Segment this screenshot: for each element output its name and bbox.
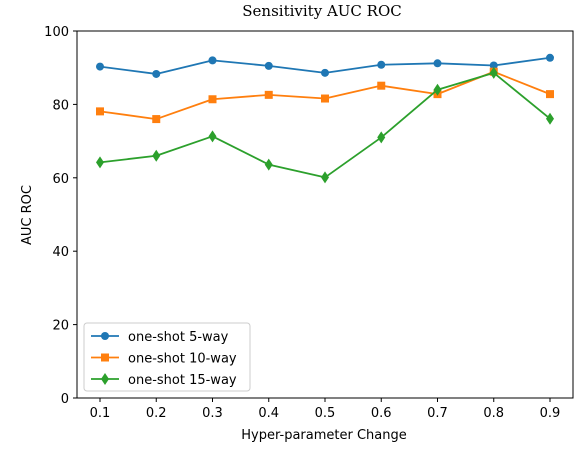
series-one-shot-15-way-point [321, 171, 329, 184]
y-axis-label: AUC ROC [20, 185, 35, 245]
x-tick-label: 0.7 [427, 406, 448, 421]
series-one-shot-15-way-point [96, 156, 104, 169]
y-tick-label: 20 [52, 319, 69, 334]
series-one-shot-5-way-point [96, 62, 104, 71]
series-one-shot-10-way-point [546, 90, 554, 99]
series-one-shot-5-way-point [264, 61, 273, 70]
x-tick-label: 0.2 [146, 406, 167, 421]
x-tick-label: 0.9 [540, 406, 561, 421]
series-one-shot-5-way-point [433, 59, 442, 68]
series-one-shot-15-way-point [489, 66, 498, 79]
y-tick-label: 0 [61, 392, 69, 407]
legend-one-shot-10-way-label: one-shot 10-way [128, 352, 237, 367]
y-tick-label: 40 [52, 245, 69, 260]
series-one-shot-15-way-line [99, 71, 551, 179]
x-tick-label: 0.3 [202, 406, 223, 421]
series-one-shot-15-way-point [208, 130, 217, 143]
x-tick-label: 0.4 [258, 406, 279, 421]
x-tick-label: 0.1 [90, 406, 111, 421]
series-one-shot-10-way-point [377, 81, 386, 90]
legend-box [83, 322, 251, 392]
legend-one-shot-5-way-point [101, 332, 109, 340]
series-one-shot-5-way-point [489, 61, 498, 70]
series-one-shot-10-way-point [152, 115, 161, 124]
series-one-shot-5-way-point [546, 53, 554, 62]
series-one-shot-10-way-point [264, 90, 273, 99]
series-one-shot-15-way-point [377, 131, 386, 144]
y-tick-label: 100 [44, 25, 69, 40]
chart-title: Sensitivity AUC ROC [242, 2, 401, 20]
legend: one-shot 5-way one-shot 10-way one-shot 15… [83, 322, 251, 392]
legend-one-shot-10-way-point [101, 353, 109, 362]
series-one-shot-15-way-point [433, 83, 442, 96]
x-tick-label: 0.8 [483, 406, 504, 421]
series-one-shot-15-way-point [152, 149, 161, 162]
legend-one-shot-15-way-label: one-shot 15-way [128, 373, 237, 388]
series-one-shot-5-way-point [152, 69, 161, 78]
series-one-shot-5-way-point [377, 60, 386, 69]
series-one-shot-15-way-point [546, 112, 554, 125]
y-tick-label: 60 [52, 172, 69, 187]
series-one-shot-10-way-point [208, 95, 217, 104]
series-one-shot-5-way-point [321, 68, 329, 77]
series-one-shot-10-way-point [321, 94, 329, 103]
x-axis-label: Hyper-parameter Change [241, 428, 406, 443]
series-one-shot-10-way-point [96, 107, 104, 116]
y-tick-label: 80 [52, 98, 69, 113]
series-one-shot-5-way-point [208, 56, 217, 65]
x-tick-label: 0.6 [371, 406, 392, 421]
legend-one-shot-15-way-point [101, 373, 109, 385]
legend-one-shot-5-way-label: one-shot 5-way [128, 330, 229, 345]
plot-area: 0.1 0.2 0.3 0.4 0.5 0.6 0.7 0.8 0.9 0 20 40 60 80 100 [44, 25, 574, 421]
x-tick-label: 0.5 [315, 406, 336, 421]
series-one-shot-15-way-point [264, 158, 273, 171]
